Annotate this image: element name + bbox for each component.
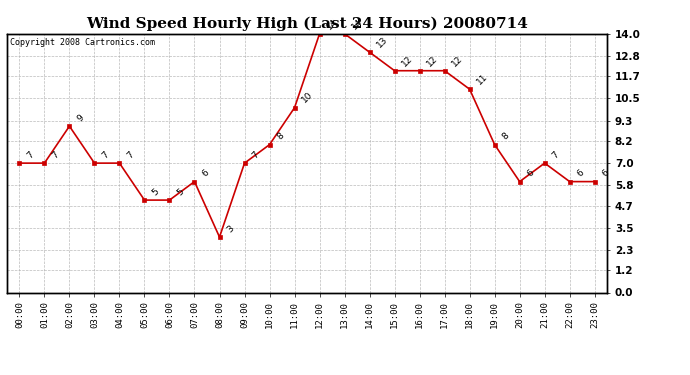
Text: 6: 6 <box>575 168 586 179</box>
Text: 5: 5 <box>175 187 186 197</box>
Text: Copyright 2008 Cartronics.com: Copyright 2008 Cartronics.com <box>10 38 155 46</box>
Title: Wind Speed Hourly High (Last 24 Hours) 20080714: Wind Speed Hourly High (Last 24 Hours) 2… <box>86 17 528 31</box>
Text: 11: 11 <box>475 72 490 86</box>
Text: 7: 7 <box>125 150 135 160</box>
Text: 13: 13 <box>375 35 390 50</box>
Text: 12: 12 <box>450 54 464 68</box>
Text: 12: 12 <box>400 54 415 68</box>
Text: 7: 7 <box>50 150 61 160</box>
Text: 6: 6 <box>600 168 611 179</box>
Text: 3: 3 <box>225 224 235 234</box>
Text: 9: 9 <box>75 113 86 123</box>
Text: 8: 8 <box>275 131 286 142</box>
Text: 7: 7 <box>550 150 561 160</box>
Text: 7: 7 <box>250 150 261 160</box>
Text: 14: 14 <box>350 16 364 31</box>
Text: 7: 7 <box>100 150 110 160</box>
Text: 7: 7 <box>25 150 35 160</box>
Text: 12: 12 <box>425 54 440 68</box>
Text: 6: 6 <box>200 168 210 179</box>
Text: 14: 14 <box>325 16 339 31</box>
Text: 10: 10 <box>300 90 315 105</box>
Text: 5: 5 <box>150 187 161 197</box>
Text: 6: 6 <box>525 168 535 179</box>
Text: 8: 8 <box>500 131 511 142</box>
